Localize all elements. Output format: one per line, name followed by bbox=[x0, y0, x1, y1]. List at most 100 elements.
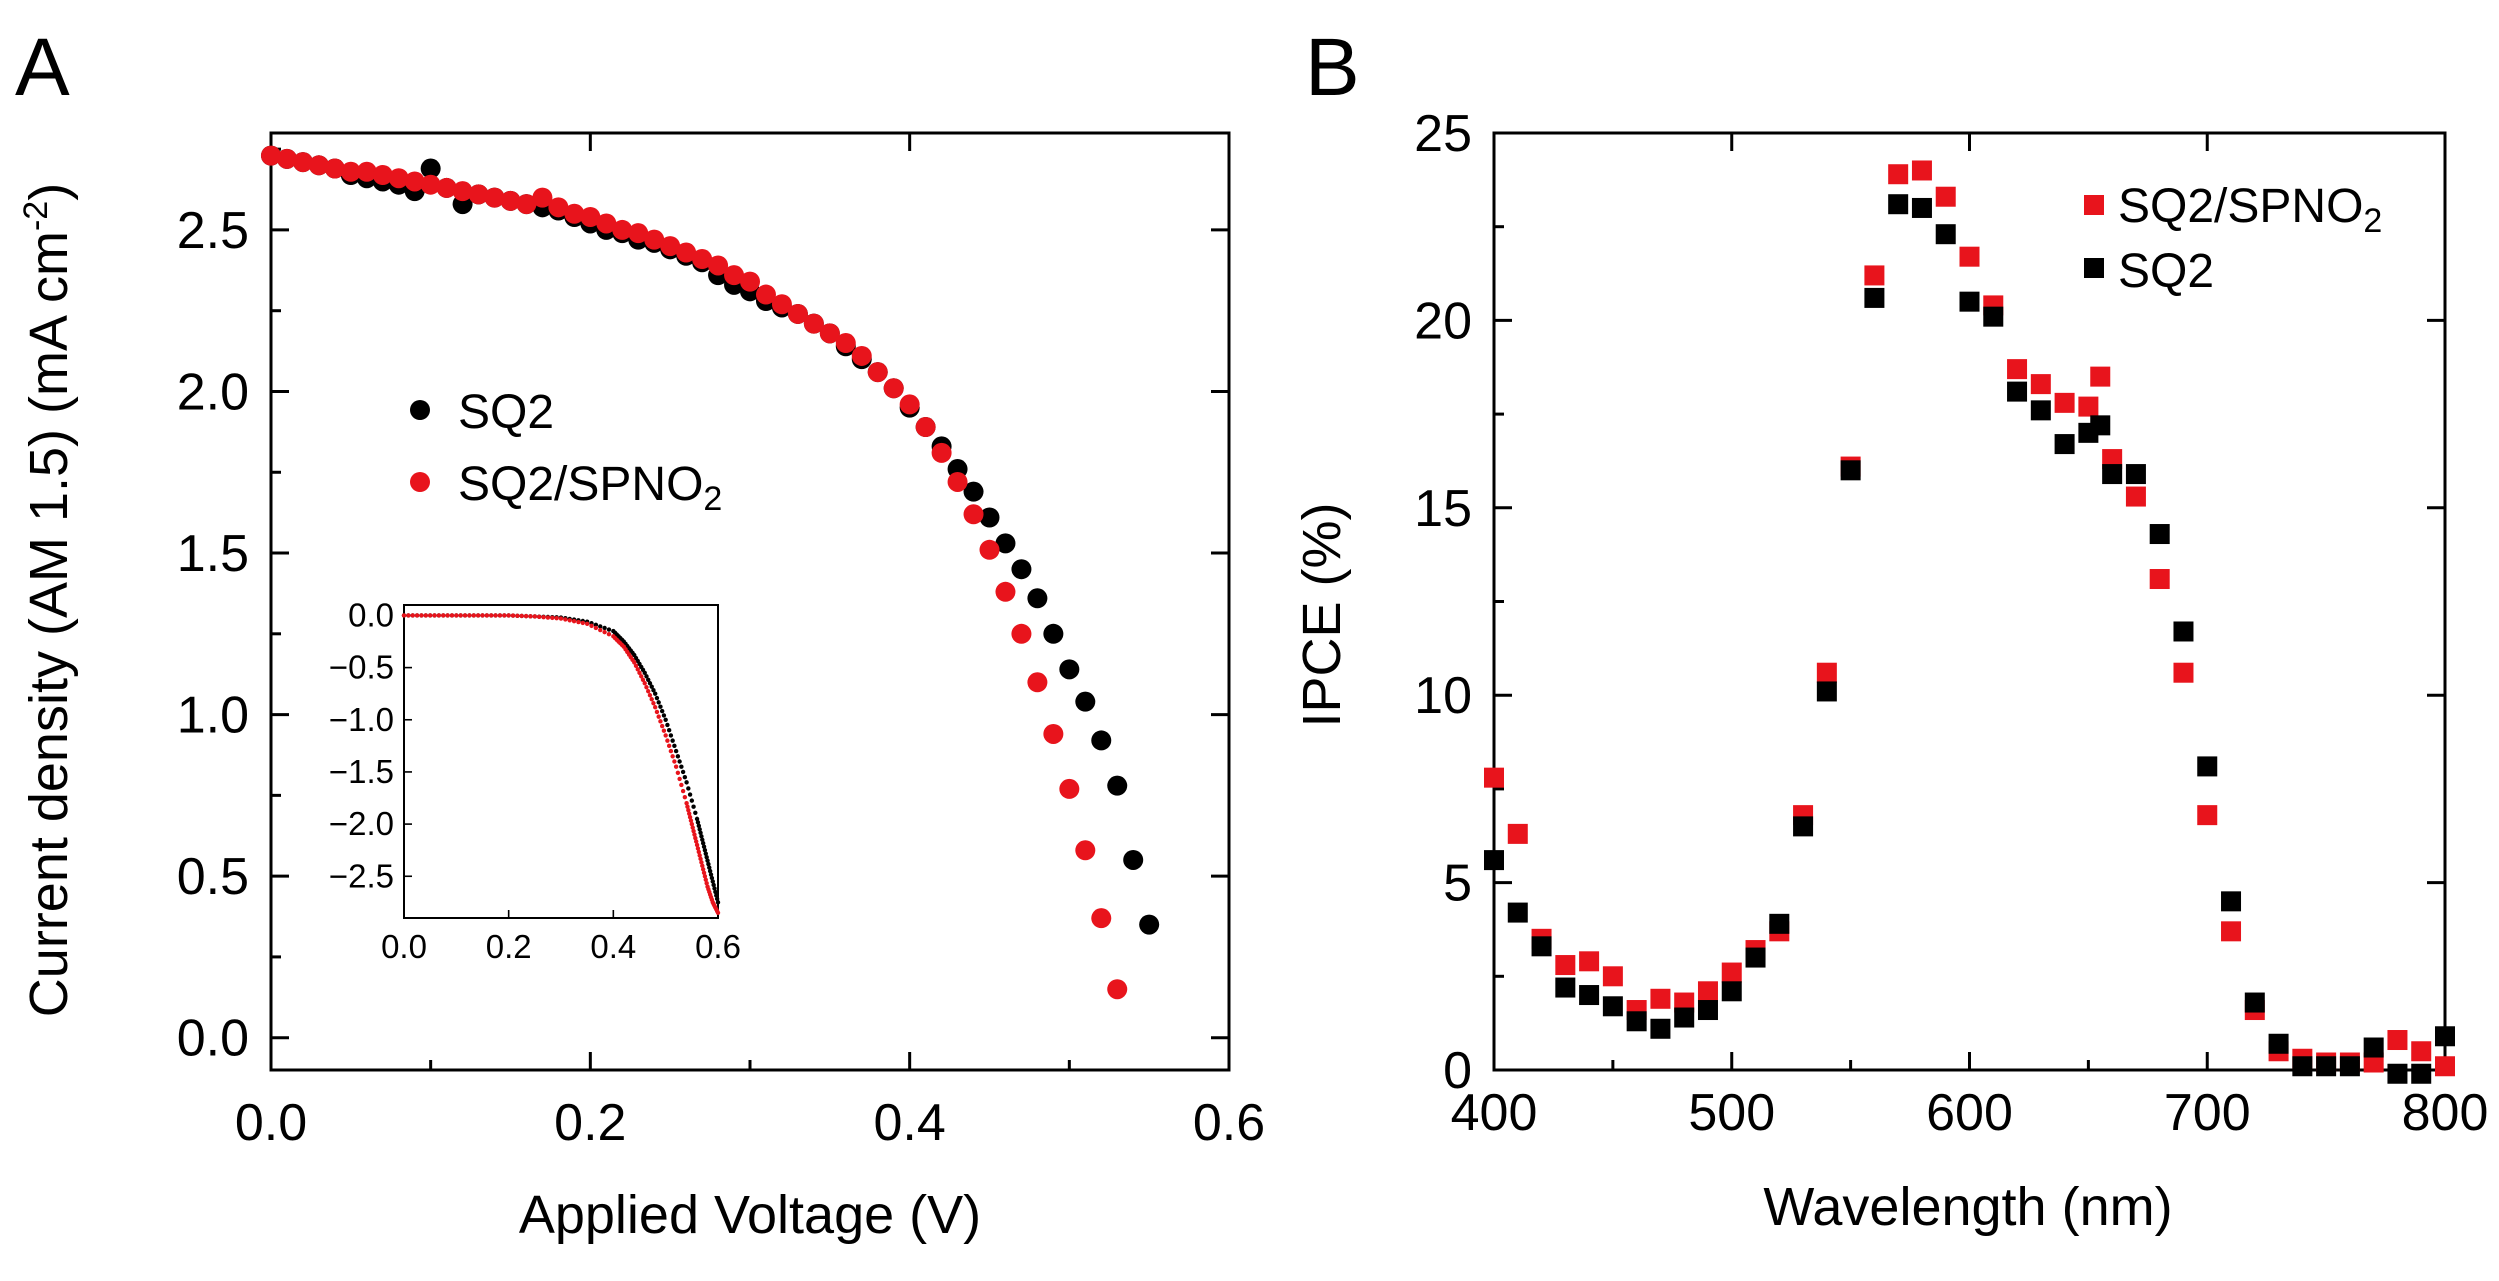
panel-a-inset-point-sq2-spno2 bbox=[691, 828, 696, 834]
panel-a-inset-y-tick-label: −2.5 bbox=[329, 857, 394, 894]
panel-a-inset-y-tick-label: −0.5 bbox=[329, 649, 394, 686]
panel-a-inset-point-sq2-spno2 bbox=[532, 614, 538, 619]
panel-a-inset-point-sq2-spno2 bbox=[484, 613, 490, 618]
panel-b-point-sq2 bbox=[1793, 816, 1814, 837]
panel-b-y-tick-label: 0 bbox=[1443, 1042, 1472, 1100]
panel-a-inset-y-ticks: 0.0 −0.5 −1.0 −1.5 −2.0 −2.5 bbox=[329, 596, 412, 894]
panel-a-point-sq2-spno2 bbox=[692, 249, 713, 270]
panel-a-inset-point-sq2-spno2 bbox=[502, 613, 507, 618]
panel-a-inset-point-sq2 bbox=[658, 704, 663, 709]
panel-b-y-tick-label: 5 bbox=[1443, 855, 1472, 913]
panel-a-inset-point-sq2-spno2 bbox=[639, 674, 644, 679]
panel-b-point-sq2 bbox=[2054, 434, 2075, 455]
panel-a-inset-frame bbox=[403, 604, 719, 919]
panel-a-inset-point-sq2-spno2 bbox=[441, 613, 446, 618]
panel-a-x-tick-label: 0.4 bbox=[874, 1094, 946, 1152]
panel-a-inset-point-sq2-spno2 bbox=[406, 613, 411, 618]
panel-a-inset-point-sq2-spno2 bbox=[695, 846, 701, 851]
panel-a-inset-point-sq2 bbox=[666, 728, 672, 733]
panel-letter-a: A bbox=[15, 22, 70, 113]
panel-a-inset-point-sq2-spno2 bbox=[576, 619, 581, 625]
panel-a-y-tick-label: 0.5 bbox=[177, 848, 249, 906]
panel-b-point-sq2-spno2 bbox=[1959, 246, 1980, 267]
panel-a-point-sq2-spno2 bbox=[356, 161, 377, 182]
panel-a-inset-point-sq2-spno2 bbox=[675, 770, 681, 776]
panel-a-inset-point-sq2-spno2 bbox=[647, 693, 653, 698]
panel-b-point-sq2 bbox=[1626, 1011, 1647, 1032]
panel-a-point-sq2-spno2 bbox=[532, 187, 553, 208]
panel-a-inset-y-tick-label: −1.0 bbox=[329, 701, 394, 738]
panel-b-point-sq2 bbox=[2292, 1056, 2313, 1077]
panel-a-inset-point-sq2-spno2 bbox=[693, 839, 699, 844]
panel-a-inset-point-sq2-spno2 bbox=[672, 759, 677, 764]
panel-a-point-sq2 bbox=[1107, 775, 1128, 796]
panel-a-point-sq2-spno2 bbox=[1059, 778, 1080, 799]
panel-a-point-sq2-spno2 bbox=[388, 168, 409, 189]
panel-a-y-axis-label-main: Current density (AM 1.5) (mA cm bbox=[19, 231, 79, 1017]
panel-a-point-sq2-spno2 bbox=[404, 171, 425, 192]
panel-b-point-sq2-spno2 bbox=[1507, 823, 1528, 844]
panel-a-point-sq2-spno2 bbox=[676, 242, 697, 263]
panel-b-point-sq2-spno2 bbox=[2078, 396, 2099, 417]
panel-b-point-sq2-spno2 bbox=[1602, 966, 1623, 987]
panel-a-point-sq2-spno2 bbox=[803, 313, 824, 334]
panel-a-point-sq2-spno2 bbox=[995, 581, 1016, 602]
panel-b-point-sq2-spno2 bbox=[1816, 662, 1837, 683]
panel-a-point-sq2-spno2 bbox=[1107, 979, 1128, 1000]
panel-a-inset-point-sq2-spno2 bbox=[567, 618, 572, 623]
panel-b-point-sq2 bbox=[2125, 464, 2146, 485]
panel-a-inset-point-sq2-spno2 bbox=[640, 677, 646, 682]
panel-a-point-sq2-spno2 bbox=[867, 362, 888, 383]
panel-b-point-sq2-spno2 bbox=[2125, 486, 2146, 507]
panel-a-point-sq2 bbox=[1027, 588, 1048, 609]
panel-a-chart: 0.0 0.2 0.4 0.6 0.0 0.5 1.0 1.5 2.0 2.5 Applied … bbox=[17, 131, 1265, 1245]
panel-a-inset-point-sq2-spno2 bbox=[593, 625, 599, 631]
panel-a-inset-point-sq2-spno2 bbox=[658, 719, 663, 724]
panel-a-inset-point-sq2-spno2 bbox=[506, 613, 511, 618]
panel-a-y-ticks: 0.0 0.5 1.0 1.5 2.0 2.5 bbox=[177, 147, 1229, 1068]
panel-a-inset-point-sq2-spno2 bbox=[493, 613, 498, 618]
panel-a-inset-point-sq2-spno2 bbox=[680, 788, 686, 794]
panel-a-point-sq2-spno2 bbox=[261, 145, 281, 166]
panel-a-point-sq2-spno2 bbox=[516, 194, 537, 215]
panel-a-point-sq2-spno2 bbox=[452, 181, 473, 202]
panel-b-point-sq2 bbox=[1983, 306, 2004, 327]
panel-a-inset-point-sq2 bbox=[693, 810, 698, 815]
panel-b-point-sq2-spno2 bbox=[1721, 962, 1742, 983]
panel-a-inset-point-sq2-spno2 bbox=[632, 660, 637, 665]
panel-a-inset-point-sq2-spno2 bbox=[682, 794, 688, 800]
panel-b-chart: 400 500 600 700 800 0 5 10 15 20 25 Wavelength (n… bbox=[1292, 105, 2488, 1237]
panel-b-point-sq2 bbox=[2435, 1026, 2455, 1047]
panel-b-point-sq2 bbox=[2090, 415, 2111, 436]
panel-a-inset-point-sq2 bbox=[673, 748, 679, 754]
panel-a-inset-x-tick-label: 0.4 bbox=[590, 928, 636, 965]
panel-a-inset-point-sq2-spno2 bbox=[696, 849, 702, 855]
panel-a-point-sq2-spno2 bbox=[420, 174, 441, 195]
panel-a-inset-point-sq2 bbox=[672, 743, 677, 749]
panel-a-data-points bbox=[261, 145, 1160, 1000]
panel-a-legend-label-sq2-spno2: SQ2/SPNO2 bbox=[458, 458, 722, 518]
panel-a-point-sq2 bbox=[1091, 730, 1112, 751]
panel-a-inset-point-sq2 bbox=[602, 625, 607, 631]
panel-a-inset-point-sq2 bbox=[702, 847, 708, 853]
panel-a-inset-point-sq2-spno2 bbox=[414, 613, 420, 618]
panel-a-inset-x-ticks: 0.0 0.2 0.4 0.6 bbox=[381, 910, 741, 965]
panel-a-inset-data-points bbox=[401, 613, 721, 915]
panel-b-point-sq2-spno2 bbox=[1555, 955, 1576, 976]
panel-a-inset-point-sq2 bbox=[670, 738, 675, 743]
panel-a-inset-x-tick-label: 0.2 bbox=[486, 928, 532, 965]
panel-a-inset-point-sq2-spno2 bbox=[550, 615, 555, 621]
panel-a-inset-point-sq2 bbox=[665, 722, 670, 728]
panel-a-inset-point-sq2-spno2 bbox=[704, 881, 709, 886]
panel-a-inset-point-sq2 bbox=[698, 830, 703, 835]
panel-a-inset-point-sq2-spno2 bbox=[685, 804, 690, 809]
panel-a-point-sq2-spno2 bbox=[324, 158, 345, 179]
panel-a-y-tick-label: 1.0 bbox=[177, 687, 249, 745]
panel-a-inset-point-sq2-spno2 bbox=[449, 613, 455, 618]
panel-b-point-sq2-spno2 bbox=[2149, 569, 2170, 590]
panel-a-inset-point-sq2-spno2 bbox=[693, 835, 698, 841]
panel-a-point-sq2 bbox=[1139, 914, 1160, 935]
panel-a-point-sq2-spno2 bbox=[628, 223, 649, 244]
panel-a-inset-point-sq2 bbox=[598, 624, 603, 629]
panel-a-inset-point-sq2 bbox=[680, 769, 686, 775]
